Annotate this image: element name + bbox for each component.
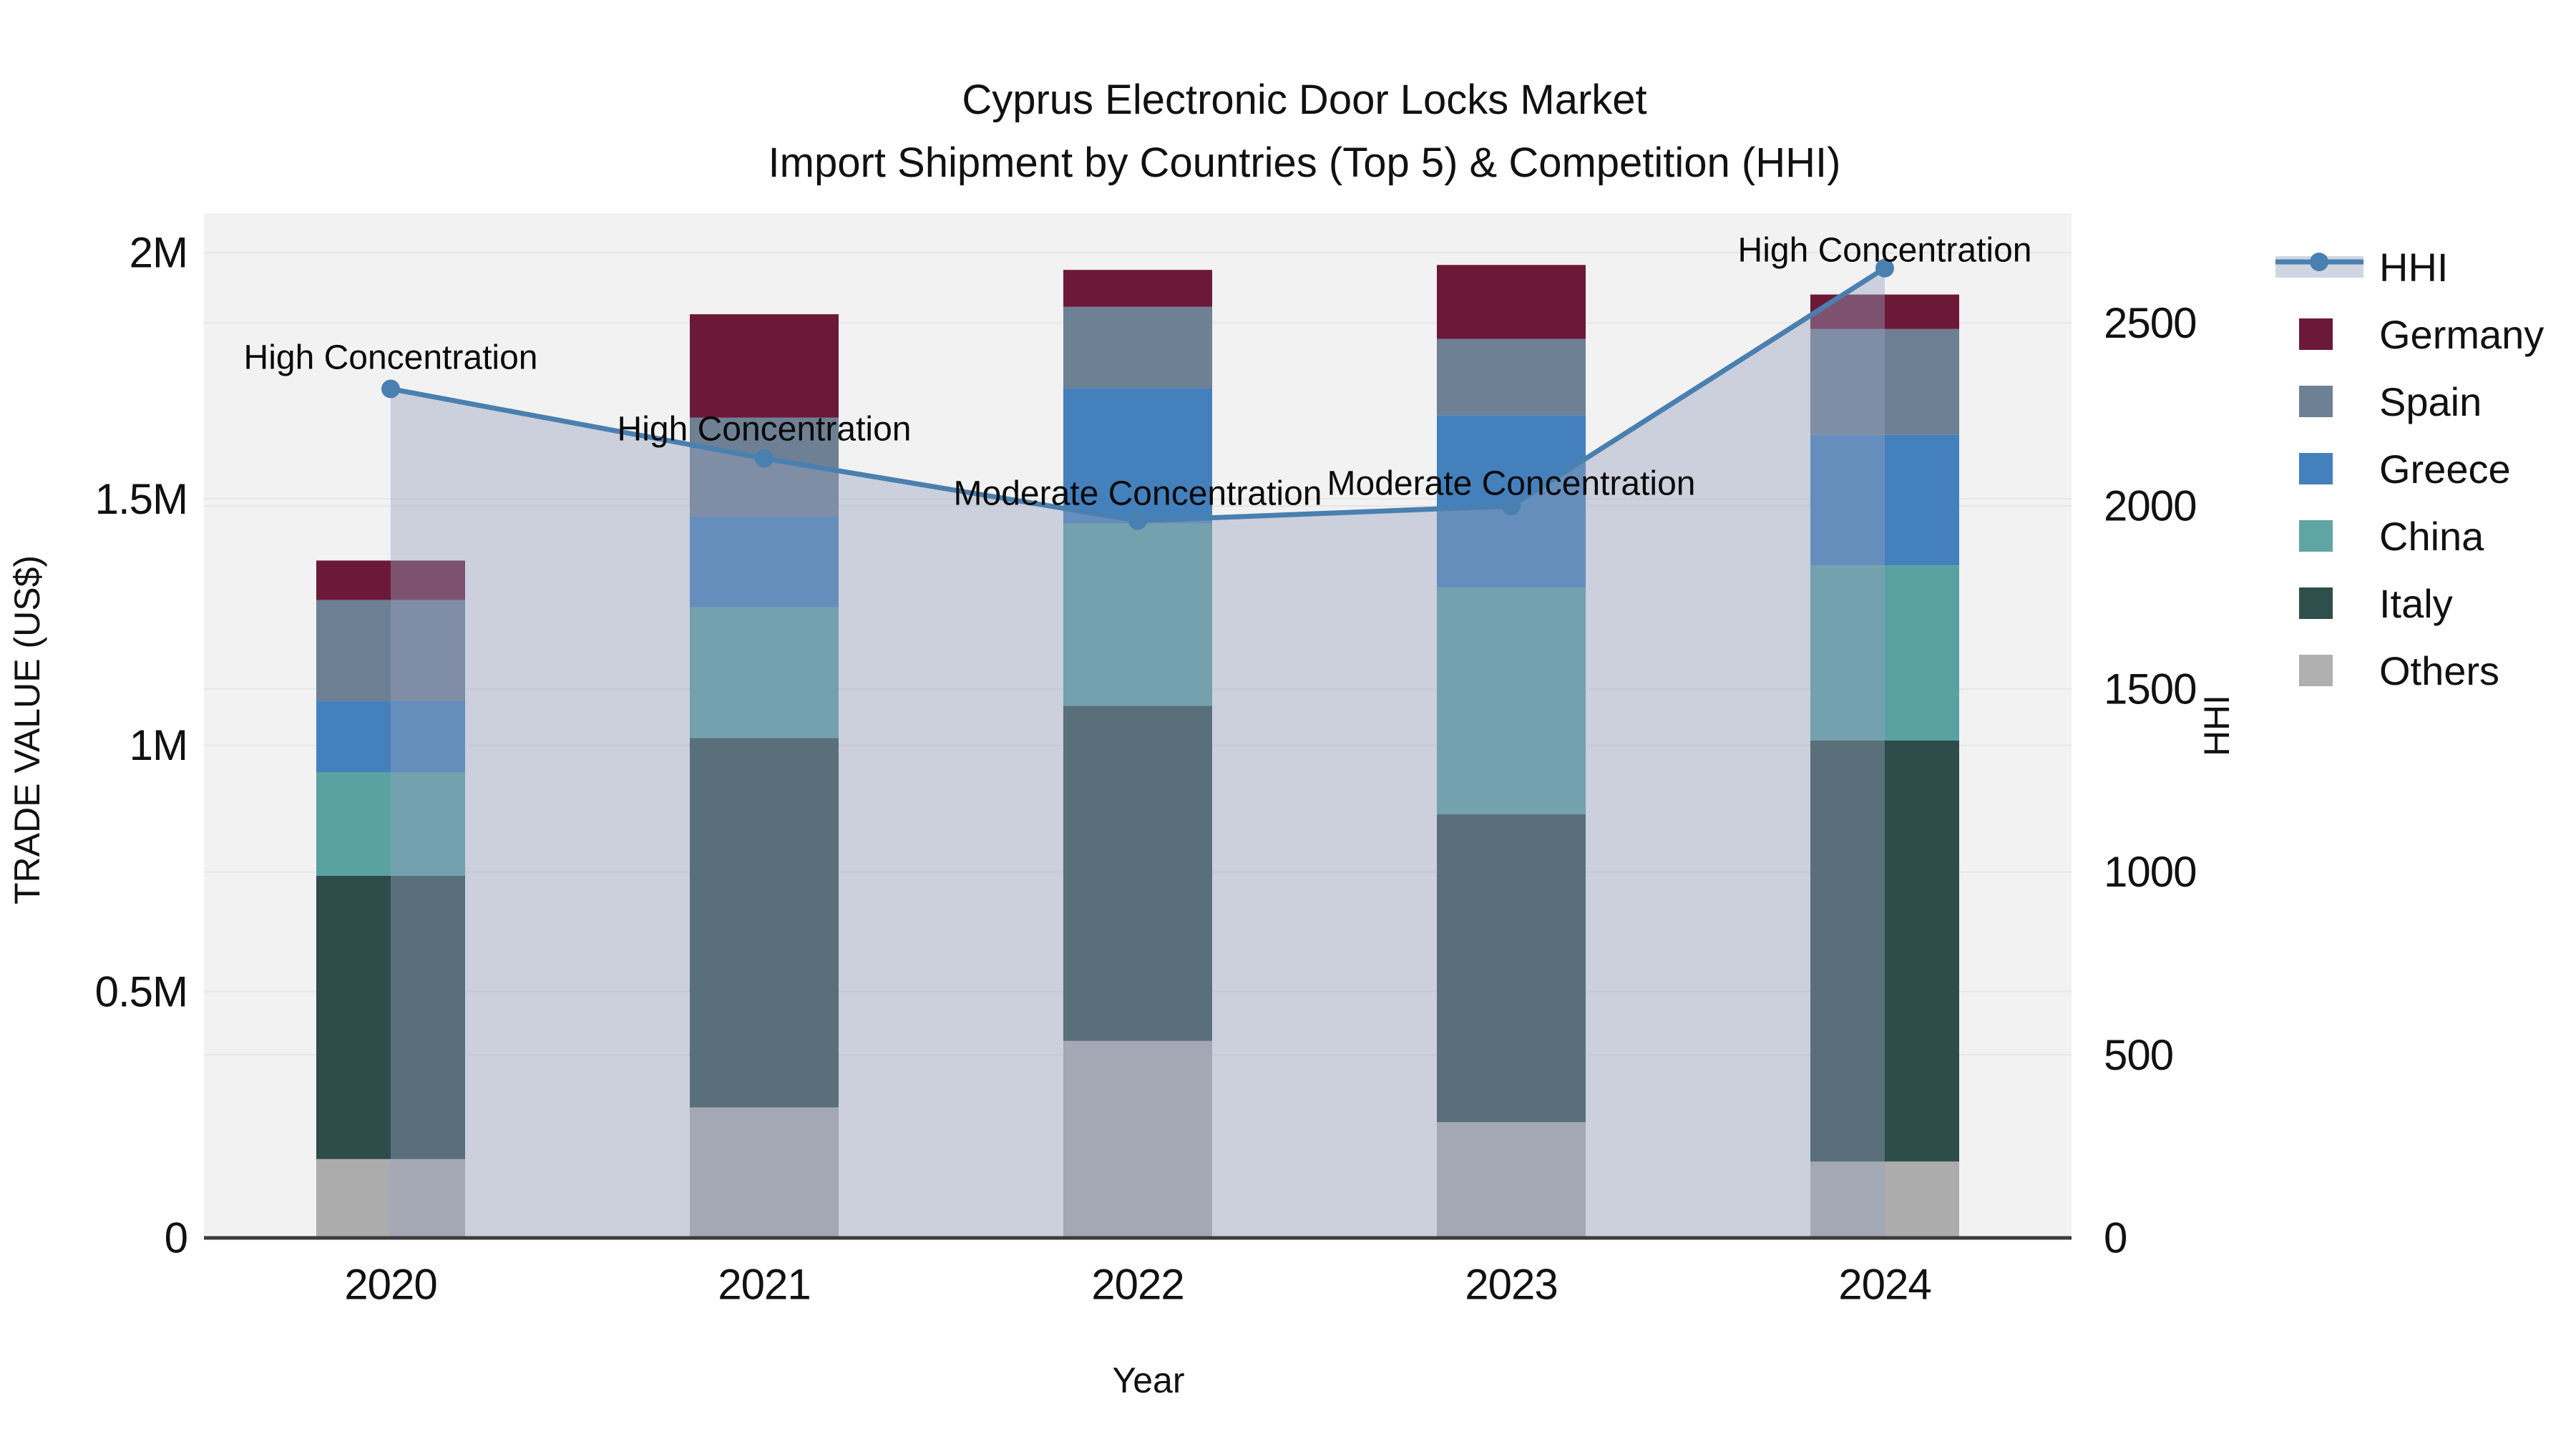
- bar-segment-germany-2023[interactable]: [1437, 265, 1586, 339]
- hhi-marker-2022[interactable]: [1128, 511, 1147, 530]
- bar-segment-china-2022[interactable]: [1063, 523, 1212, 706]
- bar-segment-germany-2020[interactable]: [316, 560, 465, 600]
- x-axis-title: Year: [1112, 1360, 1185, 1400]
- legend-item-label: Greece: [2379, 446, 2511, 492]
- legend-item-germany[interactable]: Germany: [2274, 301, 2544, 368]
- x-tick-2020: 2020: [344, 1261, 436, 1309]
- legend-item-spain[interactable]: Spain: [2274, 368, 2544, 435]
- bar-segment-italy-2021[interactable]: [690, 738, 839, 1108]
- bar-segment-italy-2020[interactable]: [316, 875, 465, 1159]
- hhi-marker-2024[interactable]: [1875, 258, 1894, 278]
- bar-segment-italy-2023[interactable]: [1437, 814, 1586, 1123]
- legend-item-greece[interactable]: Greece: [2274, 435, 2544, 502]
- y-right-tick-500: 500: [2104, 1031, 2173, 1079]
- legend: HHI Germany Spain Greece China Italy Oth…: [2274, 233, 2544, 704]
- bar-segment-spain-2024[interactable]: [1810, 328, 1959, 435]
- annotation-2020: High Concentration: [244, 339, 538, 377]
- legend-item-label: HHI: [2379, 244, 2449, 290]
- legend-item-label: Germany: [2379, 311, 2545, 357]
- greece-color-swatch: [2299, 453, 2333, 484]
- bar-segment-china-2023[interactable]: [1437, 587, 1586, 814]
- bar-segment-italy-2022[interactable]: [1063, 706, 1212, 1041]
- y-left-tick-1M: 1M: [130, 721, 187, 769]
- chart-title-line2: Import Shipment by Countries (Top 5) & C…: [768, 140, 1841, 186]
- x-tick-2022: 2022: [1091, 1261, 1184, 1309]
- bar-segment-others-2024[interactable]: [1810, 1161, 1959, 1238]
- hhi-marker-2020[interactable]: [381, 379, 400, 399]
- annotation-2023: Moderate Concentration: [1327, 465, 1696, 503]
- bar-segment-spain-2023[interactable]: [1437, 338, 1586, 416]
- legend-item-china[interactable]: China: [2274, 502, 2544, 570]
- hhi-line-swatch: [2274, 244, 2379, 290]
- legend-item-label: Italy: [2379, 580, 2453, 626]
- bar-segment-china-2020[interactable]: [316, 772, 465, 876]
- x-tick-2023: 2023: [1465, 1261, 1557, 1309]
- bar-segment-greece-2020[interactable]: [316, 701, 465, 773]
- chart-title: Cyprus Electronic Door Locks Market Impo…: [769, 69, 1841, 195]
- italy-color-swatch: [2299, 587, 2333, 619]
- chart-title-line1: Cyprus Electronic Door Locks Market: [962, 77, 1647, 123]
- spain-color-swatch: [2299, 386, 2333, 417]
- annotation-2022: Moderate Concentration: [954, 475, 1322, 513]
- bar-segment-greece-2024[interactable]: [1810, 434, 1959, 566]
- bar-segment-spain-2020[interactable]: [316, 600, 465, 701]
- legend-item-label: Spain: [2379, 379, 2482, 424]
- bar-segment-greece-2021[interactable]: [690, 516, 839, 608]
- annotation-2021: High Concentration: [618, 411, 912, 449]
- bar-segment-others-2021[interactable]: [690, 1107, 839, 1238]
- legend-item-hhi[interactable]: HHI: [2274, 233, 2544, 301]
- legend-item-others[interactable]: Others: [2274, 637, 2544, 704]
- y-left-tick-0.5M: 0.5M: [95, 967, 187, 1015]
- bar-segment-italy-2024[interactable]: [1810, 740, 1959, 1162]
- bar-segment-others-2020[interactable]: [316, 1158, 465, 1238]
- bar-segment-spain-2022[interactable]: [1063, 306, 1212, 389]
- others-color-swatch: [2299, 655, 2333, 686]
- y-right-tick-2000: 2000: [2104, 482, 2196, 530]
- china-color-swatch: [2299, 520, 2333, 552]
- legend-item-label: Others: [2379, 648, 2500, 693]
- y-left-tick-1.5M: 1.5M: [95, 475, 187, 523]
- bar-segment-others-2023[interactable]: [1437, 1122, 1586, 1238]
- y-right-tick-1500: 1500: [2104, 665, 2196, 713]
- legend-item-italy[interactable]: Italy: [2274, 570, 2544, 637]
- germany-color-swatch: [2299, 318, 2333, 350]
- hhi-marker-2021[interactable]: [755, 449, 774, 468]
- bar-segment-germany-2022[interactable]: [1063, 270, 1212, 307]
- y-right-tick-1000: 1000: [2104, 848, 2196, 896]
- legend-item-label: China: [2379, 513, 2484, 559]
- y-right-tick-0: 0: [2104, 1214, 2127, 1262]
- bar-segment-china-2021[interactable]: [690, 607, 839, 738]
- x-tick-2024: 2024: [1838, 1261, 1931, 1309]
- x-tick-2021: 2021: [718, 1261, 810, 1309]
- bar-segment-germany-2021[interactable]: [690, 314, 839, 418]
- y-left-tick-0: 0: [165, 1214, 187, 1262]
- y-right-tick-2500: 2500: [2104, 299, 2196, 347]
- bar-segment-others-2022[interactable]: [1063, 1040, 1212, 1238]
- bar-segment-china-2024[interactable]: [1810, 565, 1959, 741]
- y-axis-title-left: TRADE VALUE (US$): [7, 555, 47, 905]
- y-left-tick-2M: 2M: [130, 229, 187, 277]
- y-axis-title-right: HHI: [2197, 694, 2237, 757]
- hhi-marker-2023[interactable]: [1502, 497, 1521, 516]
- bar-segment-greece-2022[interactable]: [1063, 388, 1212, 524]
- annotation-2024: High Concentration: [1738, 232, 2032, 270]
